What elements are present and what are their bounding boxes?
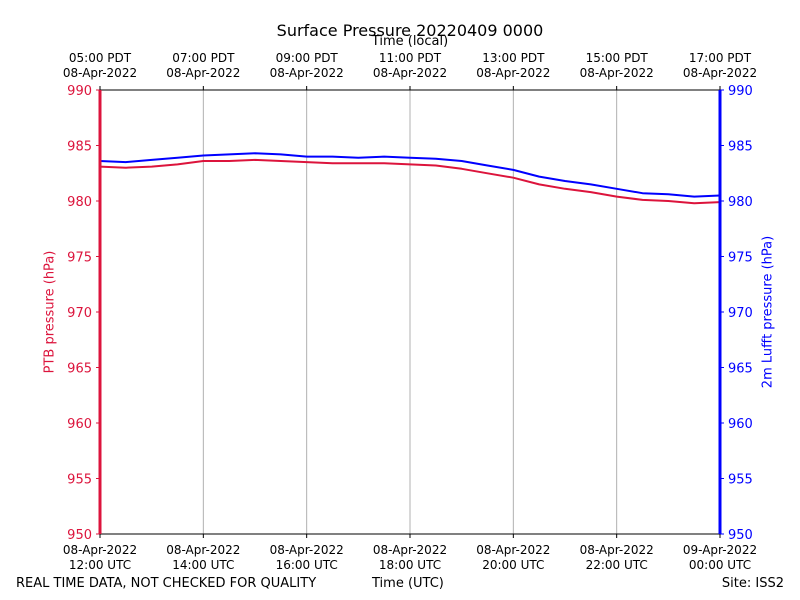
x-top-tick-time: 13:00 PDT [482, 51, 545, 65]
x-top-tick-date: 08-Apr-2022 [270, 66, 344, 80]
x-bottom-tick-date: 09-Apr-2022 [683, 543, 757, 557]
x-bottom-tick-time: 12:00 UTC [69, 558, 131, 572]
x-top-tick-time: 15:00 PDT [586, 51, 649, 65]
x-top-tick-date: 08-Apr-2022 [476, 66, 550, 80]
y-right-tick-label: 950 [728, 528, 753, 543]
y-right-tick-label: 960 [728, 417, 753, 432]
y-left-tick-label: 985 [67, 140, 92, 155]
x-bottom-tick-date: 08-Apr-2022 [476, 543, 550, 557]
x-bottom-tick-date: 08-Apr-2022 [166, 543, 240, 557]
y-right-tick-label: 985 [728, 140, 753, 155]
x-bottom-tick-date: 08-Apr-2022 [270, 543, 344, 557]
y-left-tick-label: 960 [67, 417, 92, 432]
x-top-tick-date: 08-Apr-2022 [580, 66, 654, 80]
y-right-tick-label: 980 [728, 195, 753, 210]
y-left-tick-label: 955 [67, 473, 92, 488]
x-top-tick-date: 08-Apr-2022 [63, 66, 137, 80]
x-top-tick-date: 08-Apr-2022 [683, 66, 757, 80]
lufft-pressure-line [99, 152, 721, 198]
y-right-tick-label: 970 [728, 306, 753, 321]
x-top-tick-time: 05:00 PDT [69, 51, 132, 65]
x-bottom-tick-date: 08-Apr-2022 [63, 543, 137, 557]
y-right-tick-label: 965 [728, 362, 753, 377]
x-top-tick-time: 09:00 PDT [276, 51, 339, 65]
y-axis-left-label: PTB pressure (hPa) [42, 250, 58, 374]
x-bottom-tick-time: 22:00 UTC [586, 558, 648, 572]
x-top-tick-date: 08-Apr-2022 [373, 66, 447, 80]
x-bottom-tick-date: 08-Apr-2022 [580, 543, 654, 557]
x-bottom-tick-time: 20:00 UTC [482, 558, 544, 572]
y-right-tick-label: 975 [728, 251, 753, 266]
y-left-tick-label: 970 [67, 306, 92, 321]
x-top-tick-time: 17:00 PDT [689, 51, 752, 65]
x-top-tick-date: 08-Apr-2022 [166, 66, 240, 80]
y-left-tick-label: 950 [67, 528, 92, 543]
ptb-pressure-line [99, 158, 721, 205]
x-bottom-tick-date: 08-Apr-2022 [373, 543, 447, 557]
top-axis-label: Time (local) [371, 34, 449, 49]
x-bottom-tick-time: 18:00 UTC [379, 558, 441, 572]
chart-title: Surface Pressure 20220409 0000 [276, 21, 544, 40]
y-left-tick-label: 980 [67, 195, 92, 210]
y-right-tick-label: 955 [728, 473, 753, 488]
y-left-tick-label: 975 [67, 251, 92, 266]
x-top-tick-time: 07:00 PDT [172, 51, 235, 65]
x-top-tick-time: 11:00 PDT [379, 51, 442, 65]
x-bottom-tick-time: 14:00 UTC [172, 558, 234, 572]
site-label: Site: ISS2 [721, 576, 784, 591]
quality-disclaimer: REAL TIME DATA, NOT CHECKED FOR QUALITY [16, 576, 317, 591]
x-bottom-tick-time: 00:00 UTC [689, 558, 751, 572]
y-axis-right-label: 2m Lufft pressure (hPa) [760, 235, 776, 389]
y-left-tick-label: 965 [67, 362, 92, 377]
x-bottom-tick-time: 16:00 UTC [276, 558, 338, 572]
y-right-tick-label: 990 [728, 84, 753, 99]
y-left-tick-label: 990 [67, 84, 92, 99]
x-axis-label: Time (UTC) [372, 576, 444, 591]
